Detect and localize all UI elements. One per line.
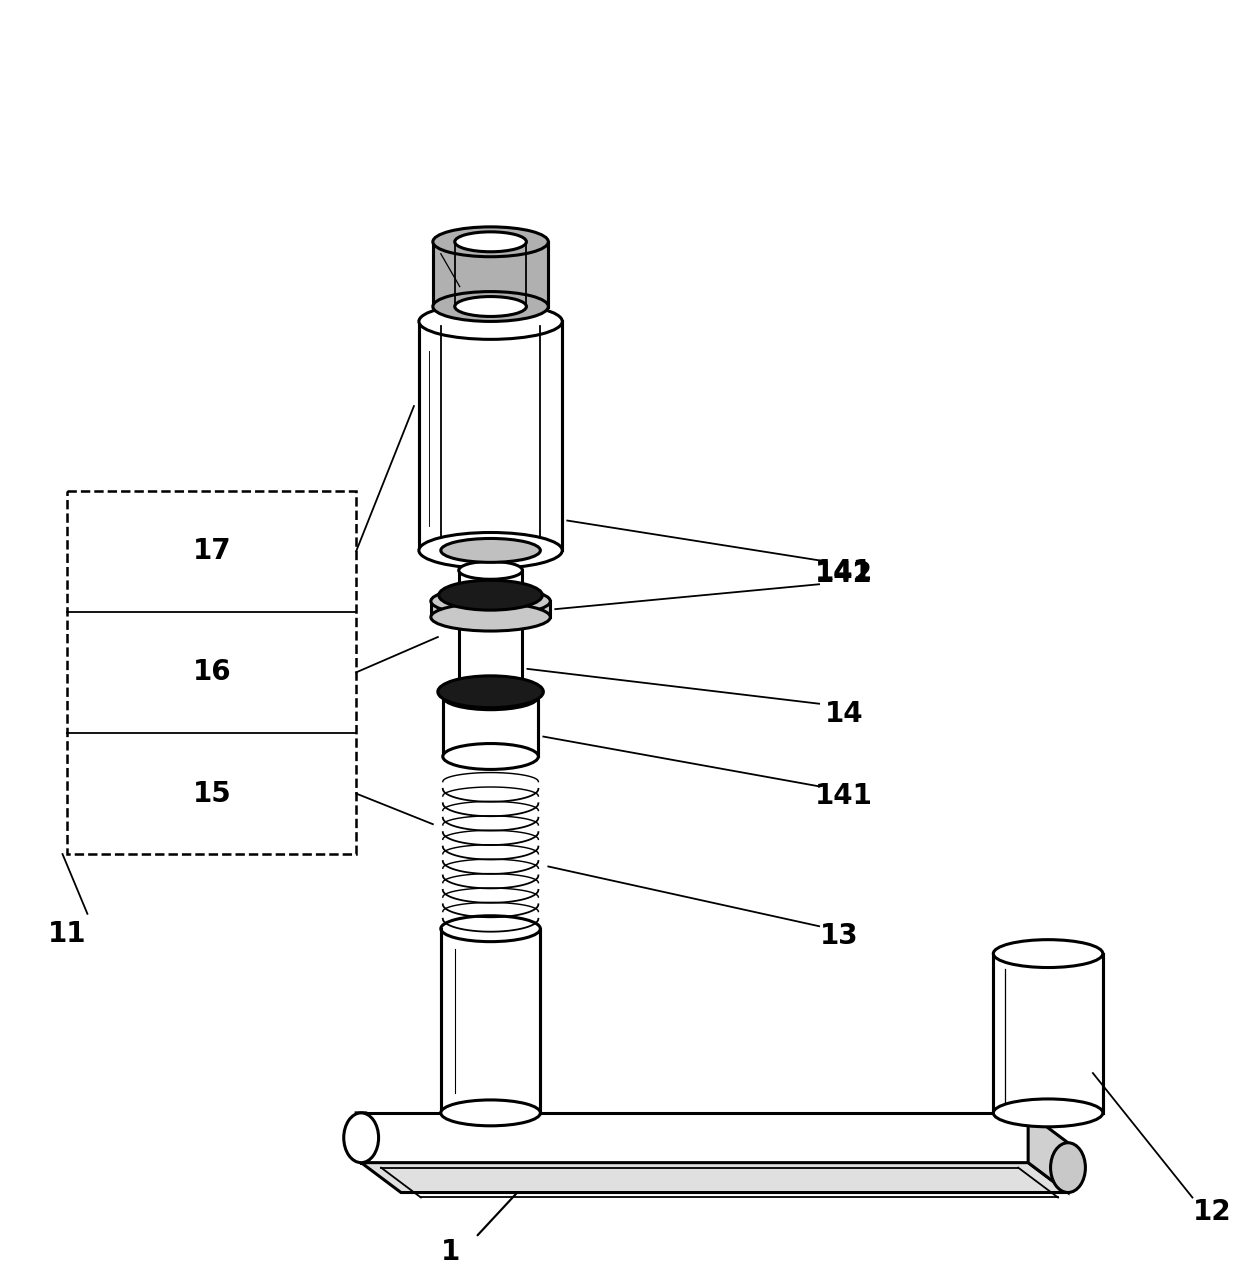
Text: 141: 141 [815,558,873,586]
Text: 142: 142 [815,561,873,589]
Text: 16: 16 [192,658,231,686]
Ellipse shape [443,684,538,709]
Text: 12: 12 [1193,1198,1231,1227]
Bar [459,571,522,595]
Ellipse shape [993,1100,1102,1126]
Bar [430,602,551,617]
Ellipse shape [433,291,548,322]
Bar [443,697,538,757]
Ellipse shape [419,532,562,568]
Ellipse shape [343,1112,378,1162]
Ellipse shape [993,939,1102,967]
Bar [459,620,522,689]
Polygon shape [361,1162,1068,1192]
Ellipse shape [439,580,542,611]
Text: 14: 14 [825,699,863,727]
Ellipse shape [1050,1143,1085,1192]
Bar [433,241,548,307]
Bar [419,322,562,550]
Bar [361,1112,1028,1162]
Text: 1: 1 [441,1238,460,1266]
Ellipse shape [443,744,538,770]
Bar [67,490,356,854]
Text: 11: 11 [48,920,87,948]
Text: 141: 141 [815,783,873,811]
Ellipse shape [455,232,527,251]
Ellipse shape [438,676,543,708]
Ellipse shape [440,916,541,942]
Ellipse shape [430,588,551,615]
Ellipse shape [440,1100,541,1125]
Text: 17: 17 [192,538,231,566]
Ellipse shape [430,603,551,631]
Polygon shape [356,1112,541,1143]
Polygon shape [1028,1112,1068,1192]
Ellipse shape [433,227,548,257]
Bar [993,953,1102,1112]
Ellipse shape [419,304,562,340]
Bar [440,929,541,1112]
Text: 15: 15 [192,780,231,807]
Ellipse shape [440,539,541,562]
Ellipse shape [459,562,522,580]
Text: 13: 13 [820,922,858,951]
Ellipse shape [455,296,527,317]
